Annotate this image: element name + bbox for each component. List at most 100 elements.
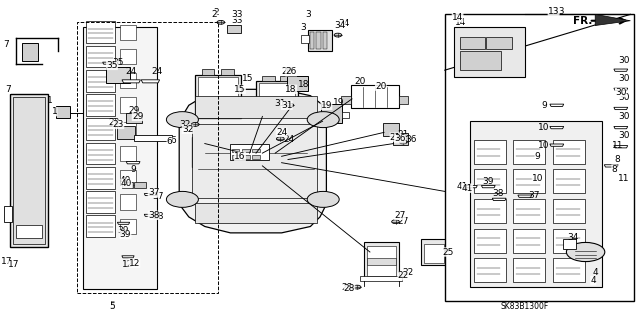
Bar	[195, 96, 317, 118]
Text: 26: 26	[285, 67, 297, 76]
Text: 36: 36	[406, 135, 417, 144]
Text: 39: 39	[120, 230, 131, 239]
Text: 19: 19	[321, 101, 332, 110]
Text: 23: 23	[113, 120, 124, 129]
Polygon shape	[614, 145, 628, 148]
Text: 9: 9	[541, 101, 547, 110]
Bar	[262, 76, 275, 81]
Text: 21: 21	[397, 130, 409, 139]
Polygon shape	[550, 126, 564, 129]
Text: 10: 10	[538, 123, 550, 132]
Text: 27: 27	[394, 211, 406, 220]
Text: FR.: FR.	[573, 16, 592, 26]
Bar	[120, 194, 136, 210]
Bar	[10, 94, 48, 247]
Bar	[120, 97, 136, 113]
Text: 7: 7	[4, 40, 9, 49]
Bar	[120, 219, 136, 234]
Bar	[195, 75, 241, 118]
Bar	[86, 70, 115, 92]
Bar	[16, 225, 42, 238]
Bar	[122, 182, 133, 188]
Text: 3: 3	[300, 23, 305, 32]
Bar	[321, 104, 342, 123]
Polygon shape	[550, 104, 564, 107]
Bar	[256, 81, 298, 116]
Bar	[242, 149, 250, 152]
Text: 15: 15	[234, 85, 246, 94]
Text: 30: 30	[618, 93, 630, 102]
Bar	[126, 113, 142, 123]
Text: 38: 38	[148, 211, 159, 220]
Text: 20: 20	[355, 77, 366, 86]
Text: 10: 10	[538, 141, 550, 150]
Bar	[513, 258, 545, 282]
Circle shape	[399, 140, 407, 144]
Text: 10: 10	[532, 174, 543, 183]
Polygon shape	[614, 69, 628, 71]
Bar	[367, 246, 396, 276]
Polygon shape	[604, 165, 618, 167]
Circle shape	[166, 191, 198, 207]
Bar	[445, 14, 634, 301]
Bar	[106, 67, 130, 83]
Bar	[323, 32, 327, 49]
Polygon shape	[614, 107, 628, 110]
Text: 16: 16	[234, 152, 246, 161]
Circle shape	[166, 112, 198, 128]
Bar	[474, 229, 506, 253]
Bar	[192, 124, 317, 198]
Bar	[513, 140, 545, 164]
Text: 3: 3	[306, 10, 311, 19]
Text: 39: 39	[483, 177, 494, 186]
Bar	[198, 77, 238, 116]
Bar	[134, 135, 172, 141]
Text: 39: 39	[118, 226, 129, 235]
Bar	[341, 96, 351, 104]
Polygon shape	[518, 195, 532, 197]
Bar	[364, 242, 399, 278]
Bar	[221, 69, 234, 75]
Text: 33: 33	[231, 10, 243, 19]
Bar	[195, 139, 230, 166]
Text: 16: 16	[237, 148, 249, 157]
Text: 29: 29	[129, 106, 140, 115]
Text: 8: 8	[612, 165, 617, 174]
Text: 37: 37	[152, 192, 164, 201]
Text: 22: 22	[397, 271, 409, 280]
Bar	[86, 21, 115, 43]
Text: 25: 25	[442, 248, 454, 256]
Bar	[513, 169, 545, 193]
Text: 7: 7	[5, 85, 10, 94]
Bar	[367, 258, 396, 265]
Polygon shape	[463, 185, 477, 188]
Bar	[86, 215, 115, 237]
Text: SK83B1300F: SK83B1300F	[500, 302, 549, 311]
Text: 28: 28	[342, 283, 353, 292]
Text: 12: 12	[129, 259, 140, 268]
Text: 30: 30	[618, 56, 630, 65]
Bar	[421, 239, 447, 265]
Text: 29: 29	[132, 112, 143, 121]
Text: 18: 18	[285, 85, 297, 94]
Text: 35: 35	[112, 58, 124, 67]
Text: 14: 14	[455, 19, 467, 27]
Text: 25: 25	[442, 248, 454, 256]
Text: 37: 37	[529, 191, 540, 200]
Bar	[393, 133, 408, 145]
Bar	[460, 51, 501, 70]
Text: 8: 8	[615, 155, 620, 164]
Text: 17: 17	[1, 257, 12, 266]
Text: 30: 30	[618, 131, 630, 140]
Bar	[13, 97, 45, 244]
Text: 34: 34	[567, 233, 579, 242]
Bar	[360, 276, 402, 281]
Polygon shape	[117, 222, 130, 224]
Polygon shape	[614, 126, 628, 129]
Bar	[192, 137, 234, 167]
Circle shape	[556, 239, 564, 243]
Bar	[86, 167, 115, 189]
Bar	[86, 118, 115, 140]
Circle shape	[307, 191, 339, 207]
Bar	[202, 69, 214, 75]
